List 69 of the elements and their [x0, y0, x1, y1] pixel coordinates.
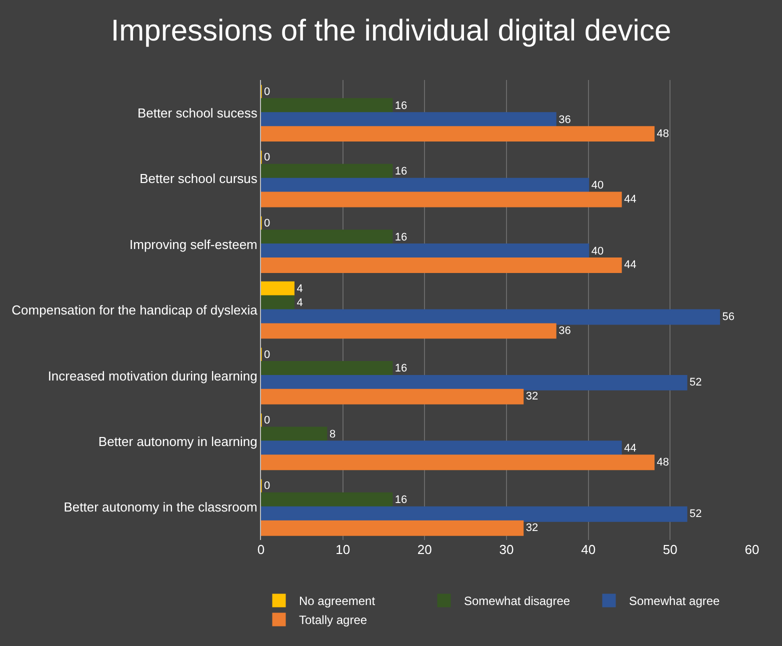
- data-label: 52: [690, 376, 702, 389]
- x-tick-label: 10: [336, 542, 350, 557]
- bar: [261, 295, 294, 311]
- bar: [261, 374, 688, 390]
- data-label: 56: [722, 310, 735, 323]
- data-label: 0: [264, 414, 270, 426]
- data-label: 32: [526, 522, 538, 534]
- data-label: 0: [264, 217, 270, 230]
- data-label: 44: [624, 442, 636, 454]
- x-tick-label: 20: [417, 542, 432, 557]
- data-label: 44: [624, 259, 636, 272]
- data-label: 40: [591, 245, 604, 258]
- y-tick-label: Compensation for the handicap of dyslexia: [12, 302, 258, 318]
- legend-label: No agreement: [299, 594, 376, 608]
- y-tick-label: Increased motivation during learning: [48, 368, 258, 384]
- bar: [261, 323, 556, 339]
- x-tick-label: 30: [499, 542, 514, 557]
- data-label: 0: [264, 480, 270, 492]
- data-label: 8: [329, 428, 336, 440]
- bar: [261, 126, 655, 142]
- data-label: 0: [264, 348, 270, 361]
- bar: [261, 230, 393, 246]
- bar: [261, 112, 556, 128]
- data-label: 40: [591, 180, 604, 192]
- data-label: 48: [656, 128, 670, 140]
- x-tick-label: 60: [744, 542, 760, 557]
- x-tick-label: 40: [581, 542, 596, 557]
- y-tick-label: Better school sucess: [137, 105, 258, 120]
- bar: [261, 164, 393, 180]
- data-label: 52: [690, 508, 702, 520]
- chart-title: Impressions of the individual digital device: [110, 14, 672, 48]
- bar: [261, 178, 590, 194]
- bar: [261, 492, 393, 508]
- data-label: 16: [394, 231, 408, 244]
- bar: [261, 426, 328, 442]
- y-tick-label: Better autonomy in the classroom: [64, 500, 258, 515]
- bar: [261, 361, 393, 376]
- bar: [261, 258, 622, 273]
- bar: [261, 98, 393, 114]
- bar: [261, 192, 622, 208]
- bar: [261, 454, 655, 470]
- data-label: 4: [296, 283, 303, 296]
- bar: [261, 520, 524, 536]
- legend-label: Totally agree: [299, 613, 368, 628]
- data-label: 16: [394, 362, 408, 375]
- data-label: 16: [394, 166, 408, 178]
- bar: [261, 281, 294, 297]
- data-label: 36: [558, 114, 571, 126]
- legend-label: Somewhat disagree: [464, 594, 570, 608]
- bar: [261, 309, 720, 325]
- bar: [261, 440, 622, 456]
- y-tick-label: Better autonomy in learning: [98, 434, 258, 449]
- bar: [261, 388, 524, 404]
- data-label: 0: [264, 86, 270, 98]
- data-label: 48: [656, 456, 670, 468]
- data-label: 16: [394, 100, 408, 112]
- bar: [261, 506, 688, 522]
- bar: [261, 244, 590, 259]
- y-tick-label: Better school cursus: [140, 171, 258, 186]
- data-label: 32: [526, 390, 538, 403]
- x-tick-label: 0: [257, 542, 265, 557]
- data-label: 36: [558, 324, 571, 337]
- y-tick-label: Improving self-esteem: [130, 236, 258, 252]
- data-label: 44: [624, 194, 636, 206]
- x-tick-label: 50: [662, 542, 678, 557]
- legend-label: Somewhat agree: [629, 594, 720, 608]
- data-label: 4: [296, 297, 303, 310]
- data-label: 0: [264, 152, 270, 164]
- data-label: 16: [394, 494, 408, 506]
